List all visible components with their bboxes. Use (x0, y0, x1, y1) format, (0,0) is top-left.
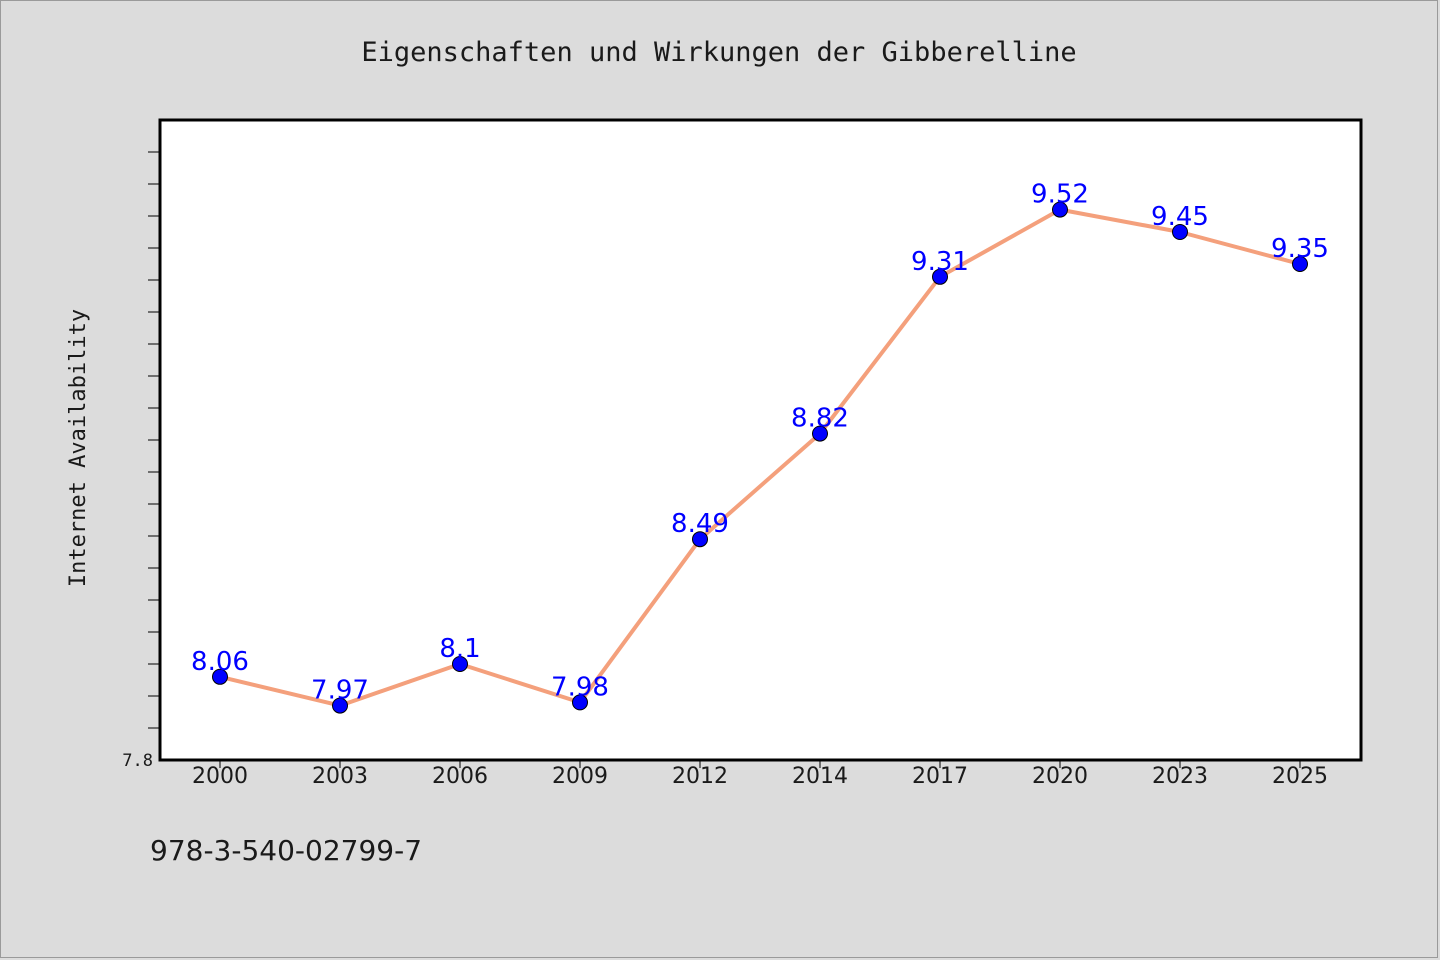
data-label: 7.97 (311, 676, 369, 706)
x-tick-label: 2012 (672, 764, 728, 789)
series-line (218, 207, 1302, 708)
data-label: 8.1 (439, 634, 480, 664)
x-tick-label: 2023 (1152, 764, 1208, 789)
chart-title: Eigenschaften und Wirkungen der Gibberel… (361, 37, 1076, 68)
data-points (212, 201, 1308, 714)
data-labels: 8.06 7.97 8.1 7.98 8.49 8.82 9.31 9.52 9.45 9.35 (191, 180, 1329, 706)
series-line-layer (218, 207, 1302, 708)
data-label: 9.45 (1151, 202, 1209, 232)
x-tick-label: 2020 (1032, 764, 1088, 789)
x-tick-labels: 2000 2003 2006 2009 2012 2014 2017 2020 2023 2025 (192, 764, 1328, 789)
y-tick-label: 7.8 (122, 751, 153, 771)
data-point (932, 268, 948, 285)
x-tick-label: 2006 (432, 764, 488, 789)
x-tick-label: 2014 (792, 764, 848, 789)
data-label: 8.49 (671, 509, 729, 539)
data-label: 9.35 (1271, 234, 1329, 264)
data-point (332, 697, 348, 714)
data-label: 8.06 (191, 647, 249, 677)
x-tick-label: 2003 (312, 764, 368, 789)
data-point (212, 668, 228, 685)
data-label: 9.31 (911, 247, 969, 277)
y-axis-label: Internet Availability (66, 309, 91, 587)
x-tick-label: 2000 (192, 764, 248, 789)
x-tick-label: 2017 (912, 764, 968, 789)
data-point (692, 531, 708, 548)
data-label: 7.98 (551, 672, 609, 702)
x-tick-label: 2009 (552, 764, 608, 789)
data-label: 9.52 (1031, 180, 1089, 210)
isbn-caption: 978-3-540-02799-7 (150, 834, 423, 867)
data-label: 8.82 (791, 404, 849, 434)
x-tick-label: 2025 (1272, 764, 1328, 789)
axis-ticks (148, 151, 1301, 768)
data-point (1052, 201, 1068, 218)
data-point (1292, 256, 1308, 272)
data-point (1172, 224, 1188, 240)
data-point (812, 425, 828, 442)
data-point (572, 694, 588, 711)
data-point (452, 656, 468, 672)
